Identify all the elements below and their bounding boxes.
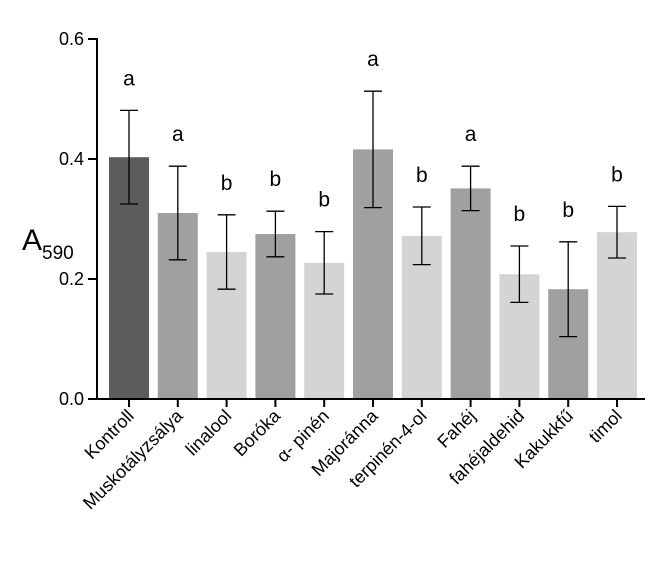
y-axis: 0.0 0.2 0.4 0.6 (59, 29, 98, 409)
error-bars (120, 90, 626, 338)
significance-label: b (514, 203, 526, 226)
y-tick-label: 0.2 (59, 269, 84, 289)
x-tick-label: Fahéj (433, 406, 479, 452)
significance-label: a (465, 123, 477, 146)
x-tick-label: linalool (182, 406, 236, 460)
bar (255, 234, 296, 399)
significance-label: b (562, 199, 574, 222)
y-axis-label-main: A (22, 224, 42, 257)
bar (597, 232, 637, 399)
significance-label: a (172, 123, 184, 146)
bar (450, 188, 491, 399)
significance-label: b (611, 163, 623, 186)
significance-label: b (221, 172, 233, 195)
x-axis: KontrollMuskotályzsályalinaloolBorókaα- … (79, 398, 645, 513)
y-axis-label-subscript: 590 (42, 243, 74, 264)
significance-label: b (416, 164, 428, 187)
bars (109, 149, 637, 399)
significance-labels: a a b b b a b a b b b (123, 48, 623, 226)
y-axis-label: A590 (22, 224, 74, 264)
y-tick-label: 0.6 (59, 29, 84, 49)
y-tick-label: 0.4 (59, 149, 84, 169)
significance-label: a (123, 67, 135, 90)
significance-label: a (367, 48, 379, 71)
x-tick-label: timol (585, 406, 626, 447)
significance-label: b (270, 168, 282, 191)
significance-label: b (318, 189, 330, 212)
y-tick-label: 0.0 (59, 389, 84, 409)
